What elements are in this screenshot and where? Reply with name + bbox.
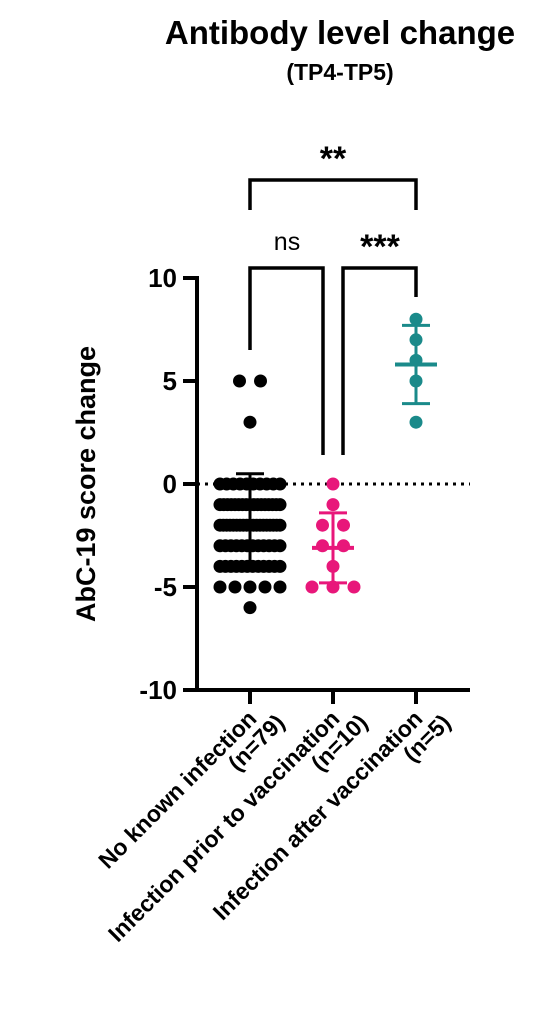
data-point xyxy=(213,580,227,594)
data-point xyxy=(316,518,329,532)
chart-title: Antibody level change xyxy=(165,14,515,51)
significance-bracket xyxy=(248,178,418,210)
data-point xyxy=(233,374,246,388)
data-point xyxy=(409,312,423,326)
data-point xyxy=(305,580,319,594)
significance-bracket xyxy=(341,266,418,455)
data-point xyxy=(273,559,287,573)
data-point xyxy=(273,477,287,491)
y-axis-label: AbC-19 score change xyxy=(71,346,101,622)
y-tick-label: -10 xyxy=(139,675,177,705)
y-tick-label: 0 xyxy=(163,469,177,499)
data-point xyxy=(243,580,257,594)
data-point xyxy=(254,374,267,388)
x-tick-label: No known infection xyxy=(93,705,261,873)
data-point xyxy=(326,498,340,512)
data-point xyxy=(258,580,272,594)
data-point xyxy=(273,539,287,553)
significance-label: *** xyxy=(360,228,400,266)
data-point xyxy=(337,539,350,553)
chart-subtitle: (TP4-TP5) xyxy=(286,59,393,85)
data-point xyxy=(316,539,329,553)
data-point xyxy=(228,580,242,594)
y-tick-label: 10 xyxy=(148,263,177,293)
data-point xyxy=(243,601,257,615)
data-point xyxy=(273,498,287,512)
significance-bracket xyxy=(248,266,325,455)
significance-label: ** xyxy=(320,140,347,178)
data-point xyxy=(347,580,361,594)
y-tick-label: 5 xyxy=(163,366,177,396)
data-point xyxy=(337,518,350,532)
significance-label: ns xyxy=(274,228,300,256)
data-point xyxy=(326,477,340,491)
data-point xyxy=(409,415,423,429)
data-point xyxy=(243,415,257,429)
data-point xyxy=(273,580,287,594)
y-tick-label: -5 xyxy=(154,572,177,602)
